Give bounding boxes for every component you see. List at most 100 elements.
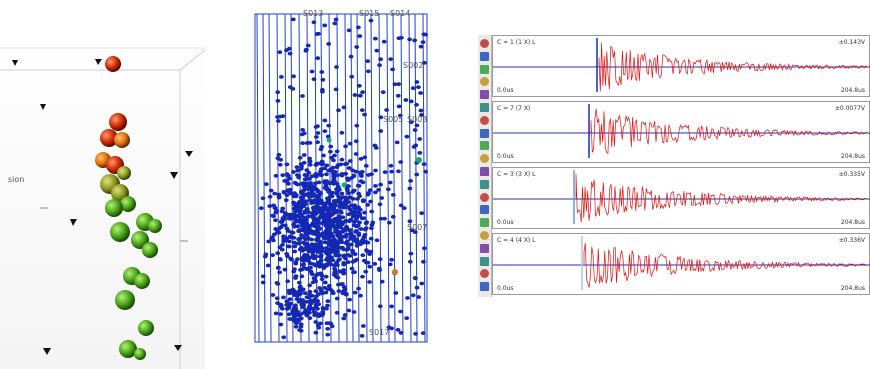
event-dot xyxy=(309,69,315,74)
event-dot xyxy=(342,162,348,167)
event-dot xyxy=(301,203,307,207)
event-dot xyxy=(315,263,321,268)
event-dot xyxy=(346,308,352,313)
zoom-icon[interactable] xyxy=(480,51,489,61)
event-dot xyxy=(291,315,297,319)
hand-icon[interactable] xyxy=(480,90,489,100)
event-dot xyxy=(403,98,409,102)
event-dot xyxy=(354,45,360,49)
event-dot xyxy=(332,268,338,273)
event-dot xyxy=(372,262,378,266)
sensor-rod xyxy=(378,13,382,343)
event-dot xyxy=(280,173,286,178)
event-dot xyxy=(286,312,292,317)
event-dot xyxy=(350,168,356,173)
save-icon[interactable] xyxy=(480,179,489,189)
line-icon[interactable] xyxy=(480,231,489,240)
event-dot xyxy=(310,280,316,285)
event-dot xyxy=(314,32,320,36)
dot-icon[interactable] xyxy=(480,39,489,48)
event-dot xyxy=(315,220,321,225)
event-dot xyxy=(419,113,424,117)
event-dot xyxy=(367,264,373,269)
event-dot xyxy=(330,258,336,262)
event-dot xyxy=(362,210,367,215)
sensor-rod xyxy=(400,13,404,343)
sensor-triangle-icon xyxy=(95,59,102,65)
event-dot xyxy=(363,221,369,226)
event-dot xyxy=(377,268,382,273)
event-dot xyxy=(315,56,321,61)
event-dot xyxy=(345,239,350,244)
event-dot xyxy=(298,322,304,327)
event-dot xyxy=(275,251,281,256)
event-dot xyxy=(359,334,365,338)
event-dot xyxy=(359,108,365,112)
event-dot xyxy=(274,230,280,235)
event-dot xyxy=(413,276,418,281)
event-sphere xyxy=(115,290,135,310)
event-dot xyxy=(373,146,379,150)
event-dot xyxy=(310,231,316,236)
bounding-frame xyxy=(254,13,428,343)
event-dot xyxy=(351,188,357,193)
event-dot xyxy=(350,248,355,253)
waveform-track[interactable]: C = 4 (4 X) L ±0.336V 0.0us 204.8us xyxy=(492,233,870,295)
event-dot xyxy=(408,120,414,125)
event-dot xyxy=(398,203,404,208)
event-dot xyxy=(262,254,268,259)
waveform-viewer[interactable]: C = 1 (1 X) L ±0.143V 0.0us 204.8us C = 7 (7… xyxy=(478,35,870,297)
filter-icon[interactable] xyxy=(480,192,489,202)
event-dot xyxy=(346,178,351,182)
event-dot xyxy=(283,198,289,203)
event-dot xyxy=(282,267,288,272)
amplitude-label: ±0.335V xyxy=(838,171,865,178)
event-dot xyxy=(322,166,328,171)
waveform-track[interactable]: C = 3 (3 X) L ±0.335V 0.0us 204.8us xyxy=(492,167,870,229)
event-dot xyxy=(412,230,418,235)
waveform-signal xyxy=(590,108,867,155)
tool-icon[interactable] xyxy=(480,154,489,164)
brush-icon[interactable] xyxy=(480,115,489,125)
event-dot xyxy=(323,274,329,279)
event-dot xyxy=(407,37,412,42)
zoom-in-icon[interactable] xyxy=(480,141,489,151)
event-dot xyxy=(318,191,323,196)
event-dot xyxy=(343,218,349,223)
accent-dots xyxy=(326,137,422,275)
waveform-track[interactable]: C = 1 (1 X) L ±0.143V 0.0us 204.8us xyxy=(492,35,870,97)
grid-icon[interactable] xyxy=(480,205,489,215)
event-dot xyxy=(358,293,363,298)
event-dot xyxy=(284,213,289,217)
event-dot xyxy=(274,296,280,301)
event-dot xyxy=(343,144,348,149)
time-end-label: 204.8us xyxy=(840,219,865,226)
color-icon[interactable] xyxy=(480,167,489,176)
sphere-3d-view[interactable]: sion xyxy=(0,38,205,369)
event-dot xyxy=(368,18,374,23)
event-dot xyxy=(301,131,307,136)
cross-icon[interactable] xyxy=(480,64,489,74)
marker-icon[interactable] xyxy=(480,103,489,112)
event-dot xyxy=(275,90,281,95)
waveform-toolbar xyxy=(478,35,492,297)
cut-icon[interactable] xyxy=(480,243,489,253)
fit-icon[interactable] xyxy=(480,282,489,292)
event-dot xyxy=(275,99,281,103)
sensor-triangle-icon xyxy=(174,345,182,351)
event-dot xyxy=(381,39,387,44)
event-dot xyxy=(351,310,357,314)
event-dot xyxy=(354,237,359,242)
event-dot xyxy=(401,206,407,211)
point-cloud-view[interactable]: S013 S015 S014 S002 S005 S003 S007 S017 xyxy=(247,8,435,346)
event-dot xyxy=(304,168,310,173)
plus-icon[interactable] xyxy=(480,256,489,266)
waveform-track[interactable]: C = 7 (7 X) ±0.0077V 0.0us 204.8us xyxy=(492,101,870,163)
flag-icon[interactable] xyxy=(480,128,489,138)
event-dot xyxy=(297,247,303,252)
event-dot xyxy=(284,179,290,184)
minus-icon[interactable] xyxy=(480,269,489,279)
gear-icon[interactable] xyxy=(480,77,489,87)
event-dot xyxy=(333,271,339,276)
cursor-icon[interactable] xyxy=(480,218,489,228)
